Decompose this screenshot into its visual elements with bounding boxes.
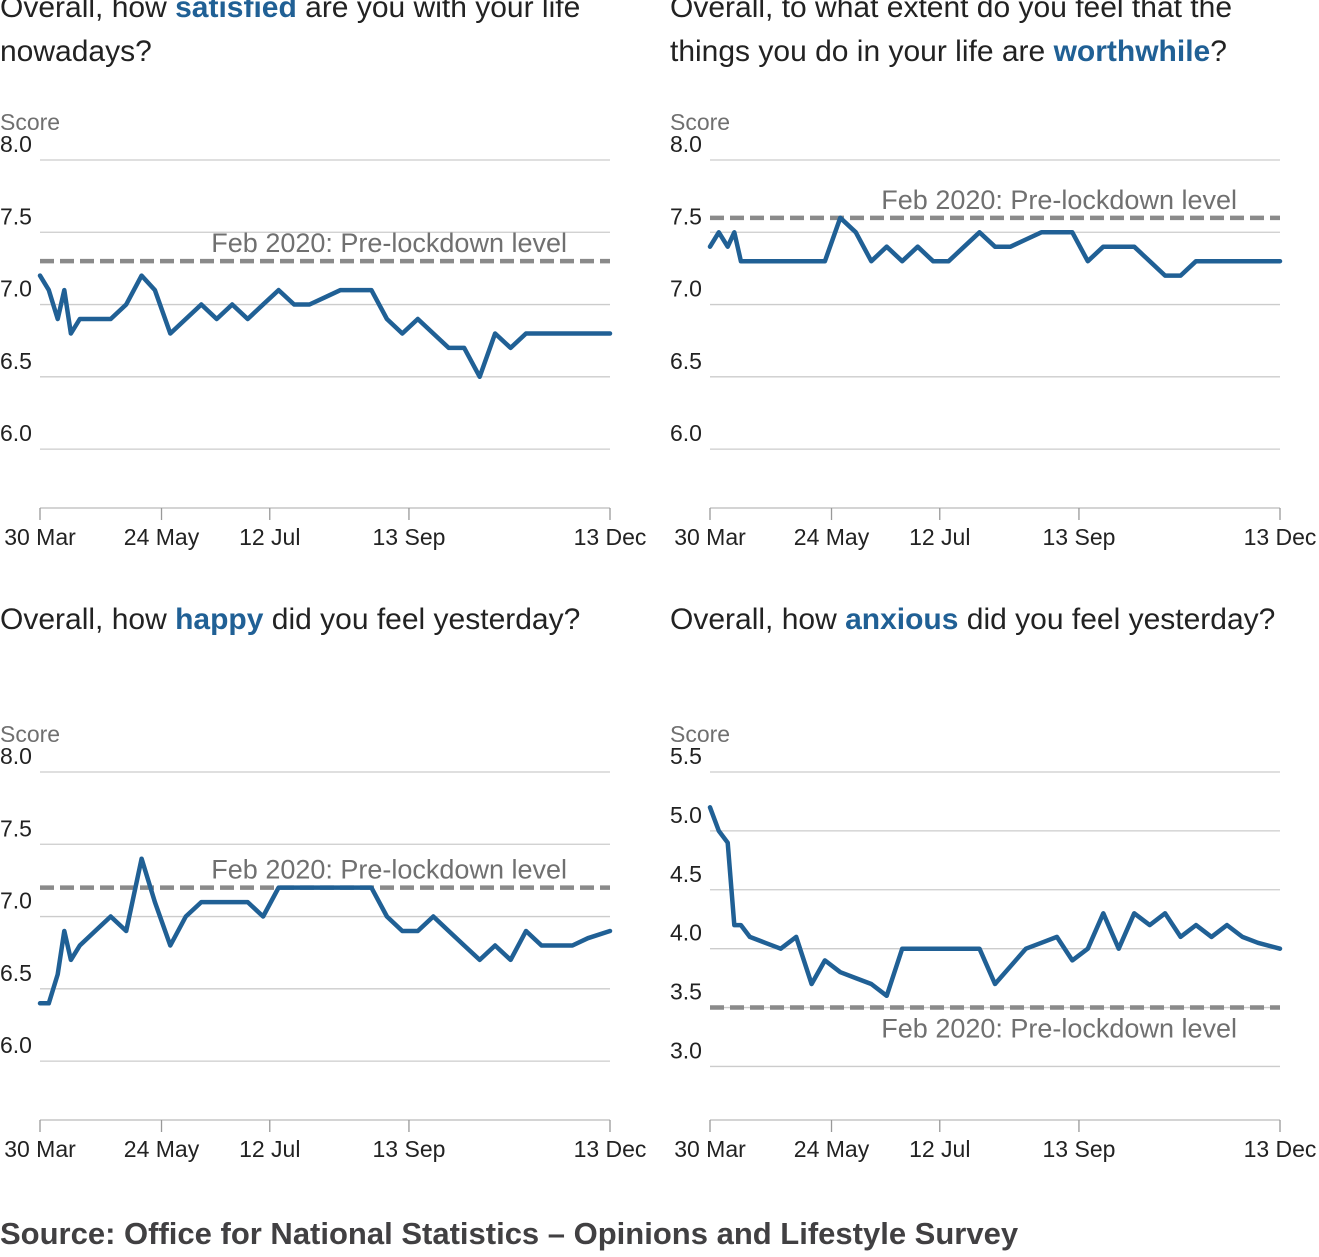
y-tick-label: 8.0 [0,743,32,769]
series-line [37,273,613,380]
y-tick-label: 3.0 [670,1037,702,1063]
chart-panel-worthwhile: Overall, to what extent do you feel that… [670,0,1319,590]
panel-title: Overall, how anxious did you feel yester… [670,598,1310,642]
y-tick-label: 6.5 [670,348,702,374]
title-keyword: worthwhile [1053,35,1211,68]
title-text-pre: Overall, to what extent do you feel that… [670,0,1233,68]
title-text-post: did you feel yesterday? [958,603,1276,636]
series-line [707,805,1283,999]
chart-panel-happy: Overall, how happy did you feel yesterda… [0,603,650,1202]
title-text-pre: Overall, how [0,0,176,24]
reference-label: Feb 2020: Pre-lockdown level [881,185,1237,215]
y-tick-label: 7.5 [0,815,32,841]
title-keyword: happy [175,603,264,636]
y-axis-label: Score [0,721,60,747]
line-chart: Score 6.0 6.5 7.0 7.5 8.0 30 Mar 24 May 12 Jul 13… [0,721,647,1162]
series-line [707,215,1283,278]
title-keyword: satisfied [175,0,297,24]
y-tick-label: 7.5 [0,203,32,229]
reference-label: Feb 2020: Pre-lockdown level [211,228,567,258]
x-tick-label: 24 May [124,1136,200,1162]
y-tick-label: 5.0 [670,802,702,828]
series-line [37,856,613,1006]
y-tick-label: 8.0 [0,131,32,157]
y-tick-label: 7.0 [670,276,702,302]
line-chart: Score 3.0 3.5 4.0 4.5 5.0 5.5 30 Mar 24 May 12 Ju… [670,721,1317,1162]
x-tick-label: 30 Mar [4,1136,76,1162]
title-text-post: are you with your life nowadays? [0,0,581,68]
y-tick-label: 6.0 [0,1032,32,1058]
y-tick-label: 6.5 [0,348,32,374]
reference-label: Feb 2020: Pre-lockdown level [881,1014,1237,1044]
y-tick-label: 6.0 [0,420,32,446]
source-note: Source: Office for National Statistics –… [0,1216,1019,1251]
x-tick-label: 24 May [124,524,200,550]
panel-title: Overall, to what extent do you feel that… [670,0,1310,74]
y-tick-label: 8.0 [670,131,702,157]
y-tick-label: 7.5 [670,203,702,229]
title-text-pre: Overall, how [0,603,176,636]
x-tick-label: 13 Dec [1244,1136,1317,1162]
panel-title: Overall, how happy did you feel yesterda… [0,598,640,642]
x-tick-label: 13 Sep [1043,1136,1116,1162]
y-tick-label: 7.0 [0,276,32,302]
x-tick-label: 24 May [794,1136,870,1162]
y-tick-label: 4.5 [670,861,702,887]
line-chart: Score 6.0 6.5 7.0 7.5 8.0 30 Mar 24 May 12 Jul 13… [0,109,647,550]
title-text-pre: Overall, how [670,603,846,636]
x-tick-label: 13 Dec [574,1136,647,1162]
y-tick-label: 6.5 [0,960,32,986]
x-tick-label: 13 Sep [1043,524,1116,550]
y-tick-label: 7.0 [0,888,32,914]
title-text-post: did you feel yesterday? [263,603,581,636]
y-tick-label: 4.0 [670,920,702,946]
line-chart: Score 6.0 6.5 7.0 7.5 8.0 30 Mar 24 May 12 Jul 13… [670,109,1317,550]
y-axis-label: Score [670,109,730,135]
x-tick-label: 12 Jul [909,524,970,550]
x-tick-label: 13 Dec [574,524,647,550]
x-tick-label: 12 Jul [239,524,300,550]
x-tick-label: 12 Jul [909,1136,970,1162]
x-tick-label: 13 Sep [373,524,446,550]
x-tick-label: 12 Jul [239,1136,300,1162]
x-tick-label: 30 Mar [674,1136,746,1162]
panel-title: Overall, how satisfied are you with your… [0,0,640,74]
title-text-post: ? [1210,35,1227,68]
x-tick-label: 13 Dec [1244,524,1317,550]
x-tick-label: 30 Mar [4,524,76,550]
y-axis-label: Score [670,721,730,747]
y-tick-label: 5.5 [670,743,702,769]
chart-panel-satisfied: Overall, how satisfied are you with your… [0,0,650,590]
x-tick-label: 13 Sep [373,1136,446,1162]
title-keyword: anxious [845,603,959,636]
y-tick-label: 3.5 [670,979,702,1005]
reference-label: Feb 2020: Pre-lockdown level [211,855,567,885]
x-tick-label: 30 Mar [674,524,746,550]
y-axis-label: Score [0,109,60,135]
y-tick-label: 6.0 [670,420,702,446]
chart-panel-anxious: Overall, how anxious did you feel yester… [670,603,1319,1202]
x-tick-label: 24 May [794,524,870,550]
